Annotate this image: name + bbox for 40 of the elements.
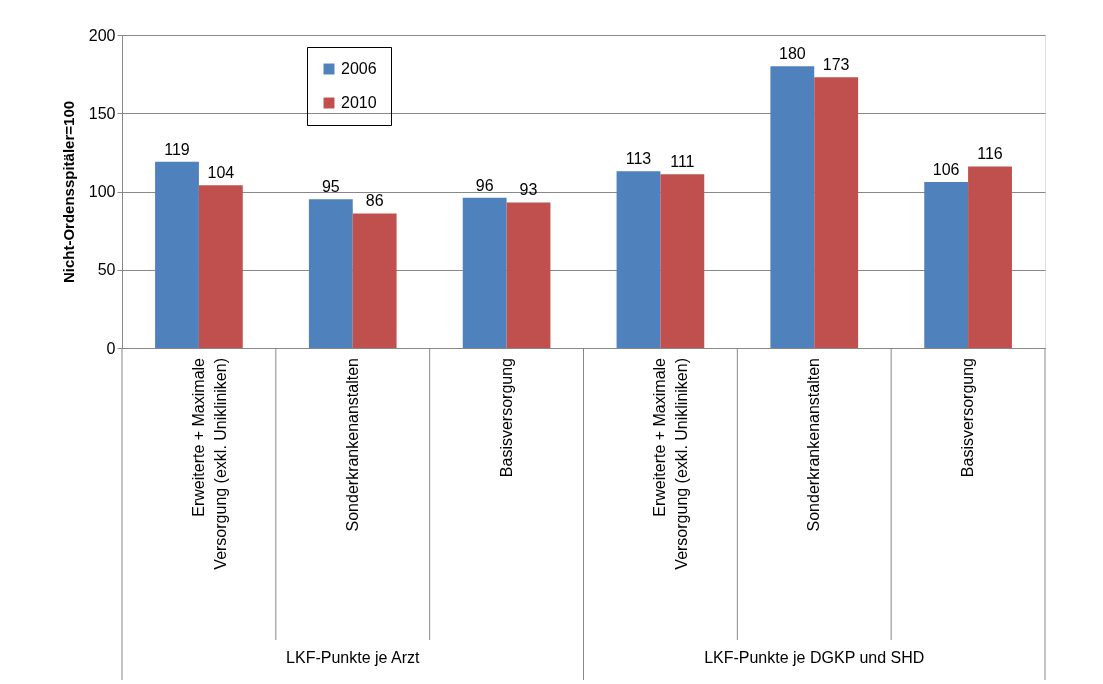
bar [770, 66, 815, 348]
text: LKF-Punkte je Arzt [286, 649, 420, 666]
bar [352, 213, 397, 348]
data-label: 116 [977, 145, 1003, 163]
data-label: 93 [519, 181, 538, 199]
data-label: 119 [164, 140, 190, 158]
data-label: 95 [321, 178, 340, 196]
text: LKF-Punkte je DGKP und SHD [704, 649, 925, 666]
y-tick-label: 150 [88, 104, 116, 122]
y-axis-title: Nicht-Ordensspitäler=100 [59, 100, 77, 284]
bar [462, 197, 507, 348]
data-label: 180 [778, 45, 806, 63]
x-tick-label: Erweiterte + Maximale Versorgung (exkl. Unikliniken) [189, 357, 229, 570]
x-tick-label: Basisversorgung [497, 358, 515, 478]
y-tick-label: 100 [88, 183, 116, 200]
data-label: 113 [625, 150, 652, 168]
data-label: 86 [365, 192, 384, 210]
bar [308, 199, 353, 348]
data-label: 173 [822, 56, 850, 74]
y-tick-label: 50 [97, 261, 116, 279]
legend-label: 2010 [341, 94, 377, 111]
bar [506, 202, 551, 348]
bar [616, 171, 661, 348]
legend-label: 2006 [341, 60, 377, 77]
x-tick-label: Sonderkrankenanstalten [805, 358, 823, 532]
data-label: 106 [932, 161, 960, 179]
x-tick-label: Erweiterte + Maximale Versorgung (exkl. Unikliniken) [651, 357, 691, 570]
data-label: 96 [475, 176, 494, 194]
data-label: 111 [670, 153, 695, 171]
bar [198, 185, 243, 348]
bar [814, 77, 859, 348]
x-tick-label: Sonderkrankenanstalten [343, 358, 361, 532]
y-tick-label: 200 [88, 26, 116, 44]
bar [924, 182, 969, 348]
bar [968, 166, 1012, 348]
y-tick-label: 0 [106, 339, 116, 357]
bar [660, 174, 705, 348]
x-tick-label: Basisversorgung [959, 358, 977, 478]
data-label: 104 [207, 164, 235, 182]
bar [155, 161, 199, 348]
